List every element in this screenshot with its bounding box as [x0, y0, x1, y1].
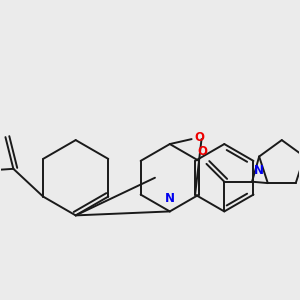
Text: N: N: [165, 193, 175, 206]
Text: N: N: [254, 164, 264, 177]
Text: O: O: [197, 145, 208, 158]
Text: O: O: [195, 130, 205, 144]
